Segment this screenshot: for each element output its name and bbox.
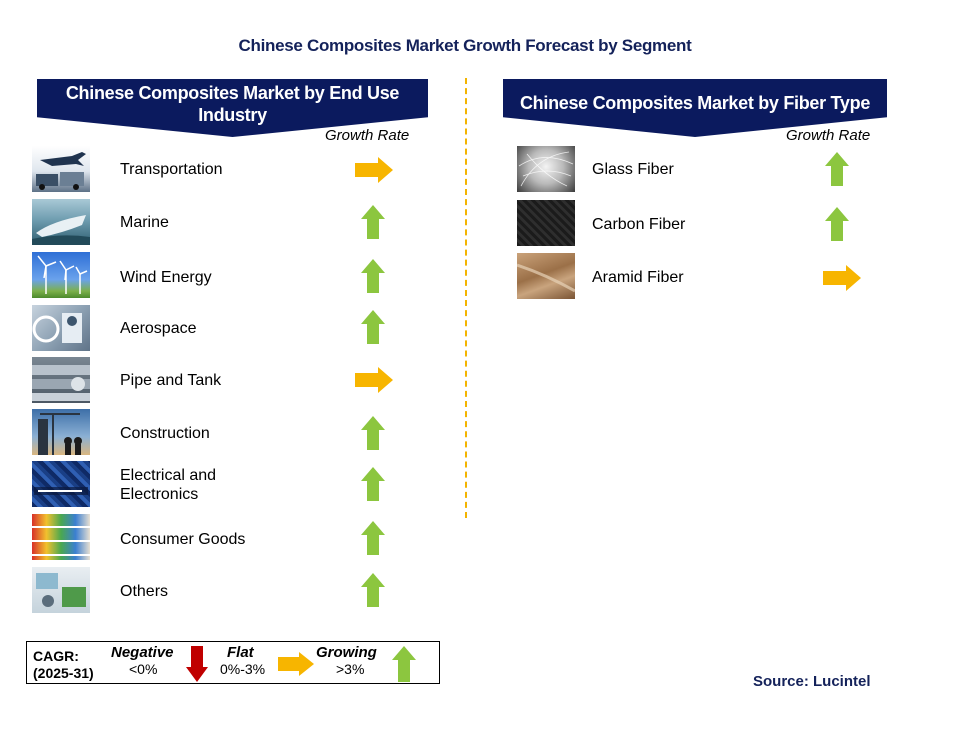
- consumer-goods-thumbnail: [32, 514, 90, 560]
- glass-fiber-thumbnail: [517, 146, 575, 192]
- legend-growing-range: >3%: [336, 661, 365, 677]
- arrow-down-icon: [186, 646, 208, 682]
- arrow-up-icon: [825, 207, 849, 241]
- legend-flat-title: Flat: [227, 644, 254, 661]
- aramid-fiber-thumbnail: [517, 253, 575, 299]
- arrow-up-icon: [361, 259, 385, 293]
- arrow-up-icon: [361, 467, 385, 501]
- chart-title: Chinese Composites Market Growth Forecas…: [238, 36, 692, 55]
- legend-flat-range: 0%-3%: [220, 661, 266, 677]
- marine-label: Marine: [120, 214, 169, 231]
- arrow-up-icon: [361, 205, 385, 239]
- marine-thumbnail: [32, 199, 90, 245]
- arrow-up-icon: [825, 152, 849, 186]
- aerospace-thumbnail: [32, 305, 90, 351]
- arrow-up-icon: [361, 521, 385, 555]
- pipe-and-tank-label: Pipe and Tank: [120, 372, 222, 389]
- others-label: Others: [120, 583, 169, 600]
- electrical-and-electronics-thumbnail: [32, 461, 90, 507]
- growth-rate-header-right: Growth Rate: [786, 127, 871, 144]
- cagr-label: CAGR: (2025-31): [33, 648, 94, 681]
- source-note: Source: Lucintel: [753, 673, 871, 690]
- cagr-legend: CAGR: (2025-31) Negative <0% Flat 0%-3% …: [26, 641, 440, 684]
- others-thumbnail: [32, 567, 90, 613]
- growth-rate-header-left: Growth Rate: [325, 127, 410, 144]
- wind-energy-label: Wind Energy: [120, 269, 212, 286]
- carbon-fiber-thumbnail: [517, 200, 575, 246]
- consumer-goods-label: Consumer Goods: [120, 531, 246, 548]
- panel-divider: [465, 78, 467, 518]
- glass-fiber-label: Glass Fiber: [592, 161, 674, 178]
- transportation-thumbnail: [32, 146, 90, 192]
- pipe-and-tank-thumbnail: [32, 357, 90, 403]
- arrow-up-icon: [361, 310, 385, 344]
- aramid-fiber-label: Aramid Fiber: [592, 269, 684, 286]
- aerospace-label: Aerospace: [120, 320, 197, 337]
- transportation-label: Transportation: [120, 161, 223, 178]
- arrow-right-icon: [823, 265, 861, 291]
- construction-label: Construction: [120, 425, 210, 442]
- carbon-fiber-label: Carbon Fiber: [592, 216, 686, 233]
- arrow-right-icon: [355, 157, 393, 183]
- electrical-and-electronics-label: Electrical and Electronics: [120, 467, 217, 503]
- arrow-up-icon: [361, 416, 385, 450]
- arrow-right-icon: [278, 652, 314, 676]
- arrow-right-icon: [355, 367, 393, 393]
- arrow-up-icon: [361, 573, 385, 607]
- construction-thumbnail: [32, 409, 90, 455]
- wind-energy-thumbnail: [32, 252, 90, 298]
- legend-negative-title: Negative: [111, 644, 174, 661]
- arrow-up-icon: [392, 646, 416, 682]
- legend-growing-title: Growing: [316, 644, 377, 661]
- legend-negative-range: <0%: [129, 661, 158, 677]
